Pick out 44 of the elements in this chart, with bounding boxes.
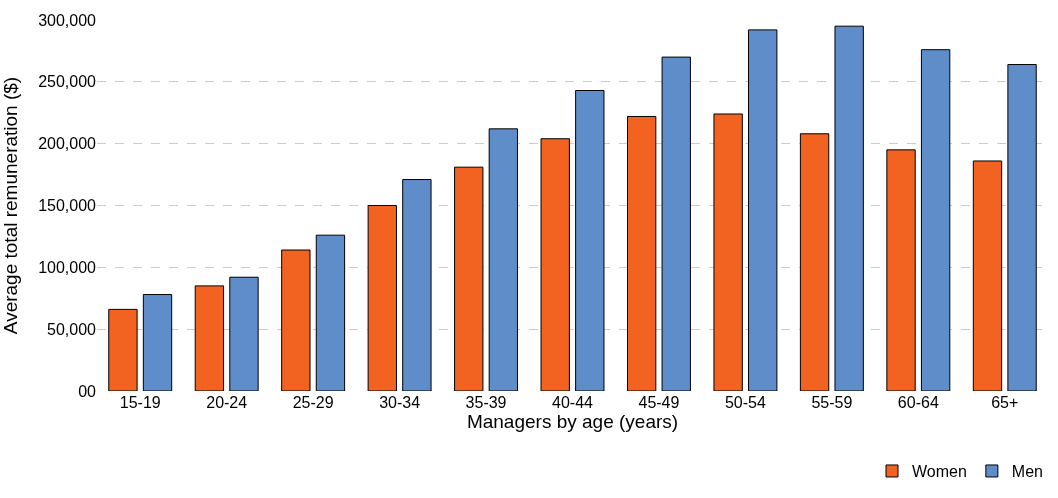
bar: [108, 308, 138, 391]
y-tick-label: 50,000: [47, 320, 97, 338]
x-tick-label: 20-24: [206, 394, 248, 411]
bar: [194, 285, 225, 391]
x-tick-label: 25-29: [292, 394, 334, 411]
bar: [1007, 64, 1037, 391]
bar: [367, 205, 397, 391]
bar: [488, 128, 519, 391]
y-tick-label: 00: [78, 382, 97, 400]
bar: [661, 56, 691, 391]
bar: [748, 29, 778, 391]
x-tick-label: 50-54: [724, 394, 766, 411]
y-tick-label: 150,000: [38, 197, 97, 215]
y-tick-label: 200,000: [38, 135, 97, 153]
y-tick-label: 300,000: [38, 11, 97, 29]
bar: [575, 89, 605, 391]
bar: [834, 25, 864, 391]
bar: [142, 294, 173, 391]
bar: [281, 249, 311, 391]
bar: [886, 149, 916, 391]
legend-label: Men: [1011, 463, 1043, 481]
bar: [540, 138, 570, 391]
x-axis-title: Managers by age (years): [466, 411, 679, 432]
bar: [626, 115, 657, 391]
y-tick-label: 100,000: [38, 258, 97, 276]
x-tick-label: 45-49: [638, 394, 680, 411]
x-tick-label: 65+: [991, 394, 1019, 411]
bar: [229, 276, 259, 391]
x-tick-label: 60-64: [897, 394, 939, 411]
bar: [454, 166, 484, 391]
bar: [713, 113, 743, 391]
x-tick-label: 35-39: [465, 394, 507, 411]
x-tick-label: 15-19: [119, 394, 161, 411]
bar: [799, 133, 830, 391]
legend-label: Women: [912, 463, 967, 481]
x-tick-label: 30-34: [379, 394, 421, 411]
y-axis-title: Average total remuneration ($): [0, 76, 22, 335]
y-tick-label: 250,000: [38, 73, 97, 91]
x-tick-label: 55-59: [811, 394, 853, 411]
bar: [972, 160, 1003, 391]
bar: [402, 179, 432, 391]
bar: [315, 234, 346, 391]
x-tick-label: 40-44: [552, 394, 594, 411]
bar: [920, 49, 951, 391]
